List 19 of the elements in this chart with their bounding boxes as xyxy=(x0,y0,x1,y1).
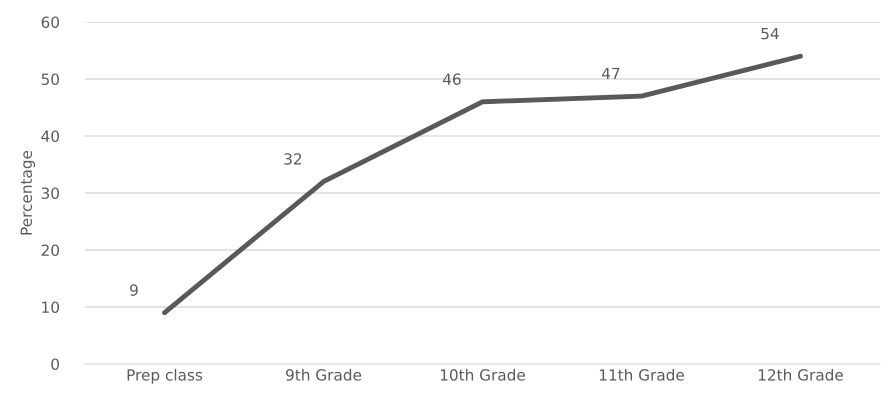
y-tick-label: 40 xyxy=(41,130,59,142)
y-tick-label: 20 xyxy=(42,244,59,256)
x-tick-label: 10th Grade xyxy=(440,368,525,381)
x-tick-label: 9th Grade xyxy=(286,368,362,381)
y-tick-label: 10 xyxy=(42,301,59,314)
y-axis-title: Percentage xyxy=(20,150,36,234)
data-label: 32 xyxy=(284,153,302,165)
line-series xyxy=(162,54,803,316)
data-label: 9 xyxy=(130,284,138,296)
data-label: 46 xyxy=(442,73,461,85)
data-label: 54 xyxy=(761,28,779,40)
x-tick-label: Prep class xyxy=(128,368,202,384)
y-tick-label: 50 xyxy=(42,73,59,86)
y-tick-label: 0 xyxy=(51,358,59,370)
x-tick-label: 11th Grade xyxy=(600,368,684,381)
y-tick-label: 30 xyxy=(42,187,59,200)
data-label: 47 xyxy=(602,68,620,80)
y-tick-label: 60 xyxy=(42,16,59,28)
x-tick-label: 12th Grade xyxy=(758,368,843,381)
